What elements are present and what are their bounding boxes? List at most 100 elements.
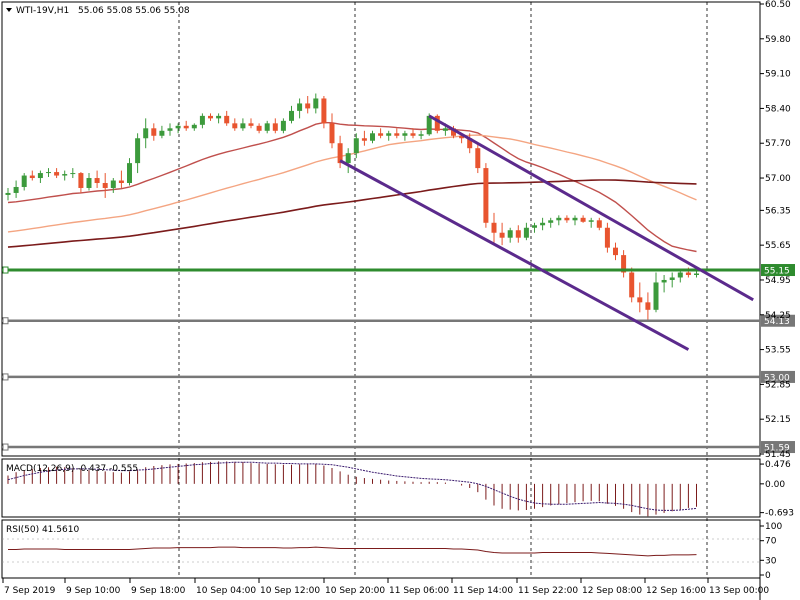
symbol-label: WTI-19V,H1 <box>16 6 69 16</box>
channel-upper-line[interactable] <box>428 114 754 302</box>
candle-body <box>564 217 570 221</box>
candle-body <box>685 272 691 275</box>
macd-signal-line <box>7 461 697 511</box>
candle-body <box>248 123 254 126</box>
time-tick-label: 12 Sep 08:00 <box>582 586 642 596</box>
price-tick-label: 58.40 <box>765 104 791 114</box>
time-tick-label: 10 Sep 04:00 <box>196 586 256 596</box>
level-tag-label: 53.00 <box>764 373 790 383</box>
price-tick-label: 57.00 <box>765 174 791 184</box>
candle-body <box>442 128 448 131</box>
candle-body <box>143 128 149 139</box>
channel-lower-line[interactable] <box>339 159 690 351</box>
candle-body <box>240 123 246 129</box>
level-handle[interactable] <box>2 266 9 274</box>
chevron-down-icon[interactable] <box>6 8 12 12</box>
candle-body <box>491 222 497 233</box>
time-tick-label: 10 Sep 12:00 <box>260 586 320 596</box>
candle-body <box>70 173 76 175</box>
candle-body <box>345 153 351 164</box>
macd-tick-label: 0.00 <box>765 480 785 490</box>
candle-body <box>127 163 132 184</box>
candle-body <box>62 174 68 176</box>
candle-body <box>523 227 529 238</box>
candle-body <box>329 123 335 144</box>
level-tag <box>761 441 795 454</box>
level-handle[interactable] <box>2 373 9 381</box>
time-tick-label: 10 Sep 20:00 <box>325 586 385 596</box>
price-tick-label: 53.55 <box>765 346 791 356</box>
candle-body <box>515 230 521 238</box>
candle-body <box>556 217 562 221</box>
rsi-tick-label: 70 <box>765 537 777 547</box>
candle-body <box>540 222 546 226</box>
macd-tick-label: 0.476 <box>765 460 791 470</box>
level-tag-label: 54.13 <box>764 317 790 327</box>
price-axis: 60.50 59.80 59.10 58.40 57.70 57.00 56.35 55.65… <box>760 0 791 460</box>
candle-body <box>21 175 27 187</box>
candle-body <box>5 192 11 195</box>
candle-body <box>370 133 375 141</box>
candle-body <box>572 217 578 221</box>
candle-body <box>313 98 319 109</box>
level-tag-label: 51.59 <box>764 444 790 454</box>
time-tick-label: 9 Sep 18:00 <box>131 586 186 596</box>
candle-body <box>151 128 157 136</box>
level-tag <box>761 370 795 383</box>
candle-body <box>613 247 618 256</box>
rsi-panel-frame <box>1 519 761 579</box>
candle-body <box>353 138 359 154</box>
candle-body <box>604 227 610 248</box>
candle-body <box>183 125 189 129</box>
candle-body <box>280 120 286 131</box>
candle-body <box>532 225 537 228</box>
candle-body <box>46 172 51 174</box>
rsi-tick-label: 0 <box>765 571 771 581</box>
candle-body <box>361 138 367 141</box>
candle-body <box>224 115 230 124</box>
time-tick-label: 12 Sep 16:00 <box>646 586 706 596</box>
candle-body <box>669 277 675 280</box>
candle-body <box>426 115 432 135</box>
price-tick-label: 55.65 <box>765 241 791 251</box>
candle-body <box>661 279 667 283</box>
candle-body <box>337 143 343 164</box>
candle-body <box>94 178 100 184</box>
candle-body <box>110 180 116 188</box>
price-tick-label: 52.15 <box>765 415 791 425</box>
price-tick-label: 52.85 <box>765 380 791 390</box>
candle-body <box>199 115 205 125</box>
rsi-indicator: 100 70 30 0 <box>8 522 782 581</box>
candle-body <box>645 302 651 310</box>
candles <box>5 93 699 320</box>
candle-body <box>321 98 327 124</box>
candle-body <box>475 148 481 169</box>
level-tag-label: 55.15 <box>764 267 790 277</box>
level-handle[interactable] <box>2 443 9 451</box>
rsi-tick-label: 100 <box>765 522 782 532</box>
candle-body <box>29 175 35 179</box>
candle-body <box>580 217 586 222</box>
candle-body <box>694 273 699 275</box>
time-tick-label: 13 Sep 00:00 <box>709 586 769 596</box>
grid-lines <box>2 2 760 578</box>
candle-body <box>167 128 173 131</box>
candle-body <box>637 297 643 303</box>
candle-body <box>256 125 262 131</box>
price-tick-label: 56.35 <box>765 206 791 216</box>
horizontal-levels: 55.15 54.13 53.00 51.59 <box>2 264 795 454</box>
candle-body <box>216 115 222 119</box>
time-tick-label: 7 Sep 2019 <box>4 586 56 596</box>
candle-body <box>459 135 465 139</box>
candle-body <box>208 115 213 119</box>
candle-body <box>467 138 473 149</box>
candle-body <box>297 103 303 111</box>
candle-body <box>135 138 141 164</box>
candle-body <box>629 272 635 298</box>
candle-body <box>54 172 60 176</box>
candle-body <box>386 133 392 136</box>
candle-body <box>118 180 124 184</box>
level-handle[interactable] <box>2 317 9 325</box>
macd-tick-label: -0.693 <box>765 509 794 519</box>
time-axis: 7 Sep 2019 9 Sep 10:00 9 Sep 18:00 10 Sep 0… <box>2 578 769 596</box>
